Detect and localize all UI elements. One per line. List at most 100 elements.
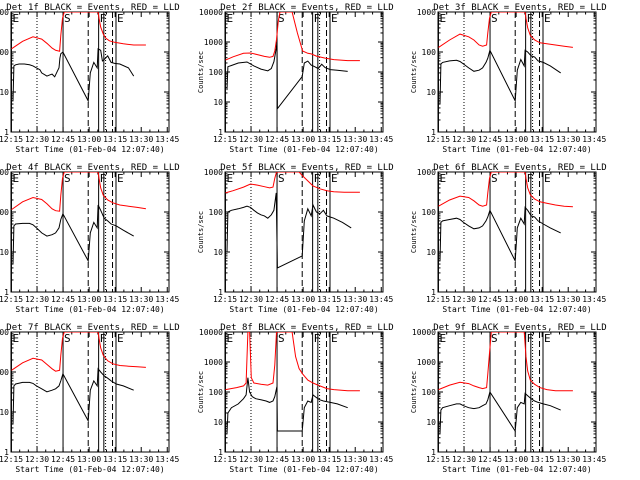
- plot-frame: [10, 11, 170, 133]
- event-marker-label: S: [278, 332, 285, 345]
- event-marker-label: S: [491, 12, 498, 25]
- event-marker-label: F: [314, 12, 321, 25]
- y-axis-label: Counts/sec: [197, 211, 205, 253]
- event-marker-label: F: [314, 172, 321, 185]
- series-line-lld: [438, 172, 573, 208]
- y-axis-label: Counts/sec: [410, 211, 418, 253]
- series-line-lld: [438, 332, 573, 392]
- x-tick-label: 13:00: [77, 135, 101, 144]
- detector-panel: Det 1f BLACK = Events, RED = LLD 1 10 100 10…: [0, 3, 180, 154]
- y-tick-label: 10: [0, 408, 9, 417]
- y-axis-label: Counts/sec: [197, 371, 205, 413]
- x-tick-label: 13:15: [530, 295, 554, 304]
- x-tick-label: 12:15: [0, 295, 23, 304]
- x-tick-label: 13:45: [155, 295, 179, 304]
- series-group: [438, 172, 573, 263]
- event-marker-label: E: [439, 12, 446, 25]
- x-tick-label: 13:15: [103, 455, 127, 464]
- detector-panel: Det 3f BLACK = Events, RED = LLD 1 10 100 10…: [410, 3, 607, 154]
- y-tick-label: 100: [0, 48, 9, 57]
- event-marker-label: E: [439, 172, 446, 185]
- x-tick-label: 13:45: [155, 455, 179, 464]
- series-line-events: [439, 48, 561, 105]
- x-tick-label: 13:00: [291, 455, 315, 464]
- event-marker-label: F: [100, 172, 107, 185]
- chart-title: Det 4f BLACK = Events, RED = LLD: [6, 163, 179, 173]
- x-axis-label: Start Time (01-Feb-04 12:07:40): [229, 145, 378, 154]
- event-marker-label: S: [64, 332, 71, 345]
- event-marker-label: E: [544, 332, 551, 345]
- event-marker-label: F: [100, 332, 107, 345]
- x-tick-label: 12:45: [478, 295, 502, 304]
- x-tick-label: 12:30: [452, 295, 476, 304]
- x-axis-label: Start Time (01-Feb-04 12:07:40): [442, 305, 591, 314]
- y-tick-label: 10: [213, 248, 223, 257]
- y-tick-label: 1000: [417, 8, 436, 17]
- event-marker-label: F: [314, 332, 321, 345]
- plot-frame: [437, 331, 597, 453]
- detector-panel: Det 4f BLACK = Events, RED = LLD 1 10 100 10…: [0, 163, 180, 314]
- chart-title: Det 6f BLACK = Events, RED = LLD: [433, 163, 606, 173]
- y-tick-label: 1000: [204, 38, 223, 47]
- x-tick-label: 13:15: [317, 455, 341, 464]
- x-tick-label: 12:15: [0, 135, 23, 144]
- series-line-lld: [11, 332, 146, 372]
- event-marker-label: S: [491, 172, 498, 185]
- series-line-lld: [11, 172, 146, 212]
- x-tick-label: 13:15: [530, 455, 554, 464]
- y-tick-label: 1000: [417, 358, 436, 367]
- x-tick-label: 12:30: [25, 455, 49, 464]
- x-tick-label: 13:45: [582, 455, 606, 464]
- plot-frame: [10, 171, 170, 293]
- y-tick-label: 10: [0, 88, 9, 97]
- detector-panel: Det 9f BLACK = Events, RED = LLD 1 10 100 10…: [410, 323, 607, 474]
- x-tick-label: 12:30: [25, 135, 49, 144]
- x-tick-label: 13:30: [556, 455, 580, 464]
- y-tick-label: 10: [0, 248, 9, 257]
- x-tick-label: 12:45: [478, 455, 502, 464]
- series-group: [225, 332, 360, 434]
- event-marker-label: F: [527, 12, 534, 25]
- x-tick-label: 13:30: [129, 455, 153, 464]
- x-tick-label: 12:30: [452, 135, 476, 144]
- x-tick-label: 13:15: [103, 135, 127, 144]
- x-tick-label: 13:15: [530, 135, 554, 144]
- detector-panel: Det 2f BLACK = Events, RED = LLD 1 10 100 10…: [197, 3, 394, 154]
- series-line-events: [439, 206, 561, 263]
- x-tick-label: 12:15: [0, 455, 23, 464]
- x-tick-label: 13:15: [103, 295, 127, 304]
- y-tick-label: 1000: [0, 328, 9, 337]
- y-tick-label: 100: [0, 368, 9, 377]
- x-tick-label: 13:45: [369, 295, 393, 304]
- series-line-events: [226, 192, 352, 269]
- x-tick-label: 13:00: [504, 295, 528, 304]
- chart-title: Det 5f BLACK = Events, RED = LLD: [220, 163, 393, 173]
- x-tick-label: 13:30: [343, 295, 367, 304]
- chart-title: Det 9f BLACK = Events, RED = LLD: [433, 323, 606, 333]
- x-axis-label: Start Time (01-Feb-04 12:07:40): [15, 145, 164, 154]
- y-tick-label: 10000: [199, 8, 223, 17]
- event-marker-label: E: [12, 172, 19, 185]
- detector-panel: Det 6f BLACK = Events, RED = LLD 1 10 100 10…: [410, 163, 607, 314]
- event-marker-label: F: [527, 172, 534, 185]
- y-tick-label: 1000: [0, 8, 9, 17]
- series-group: [11, 12, 146, 103]
- x-tick-label: 13:30: [343, 455, 367, 464]
- y-tick-label: 1: [4, 448, 9, 457]
- event-marker-label: E: [117, 12, 124, 25]
- y-axis-label: Counts/sec: [197, 51, 205, 93]
- chart-title: Det 3f BLACK = Events, RED = LLD: [433, 3, 606, 13]
- series-line-lld: [11, 12, 146, 52]
- series-line-events: [226, 41, 348, 111]
- y-tick-label: 100: [209, 388, 224, 397]
- x-tick-label: 12:45: [265, 455, 289, 464]
- series-line-events: [12, 47, 135, 103]
- detector-panel: Det 5f BLACK = Events, RED = LLD 1 10 100 10…: [197, 163, 394, 314]
- x-tick-label: 12:30: [452, 455, 476, 464]
- x-tick-label: 12:45: [265, 135, 289, 144]
- y-tick-label: 10: [426, 88, 436, 97]
- x-tick-label: 13:30: [129, 295, 153, 304]
- x-tick-label: 13:45: [582, 295, 606, 304]
- y-tick-label: 1: [4, 288, 9, 297]
- plot-frame: [224, 11, 384, 133]
